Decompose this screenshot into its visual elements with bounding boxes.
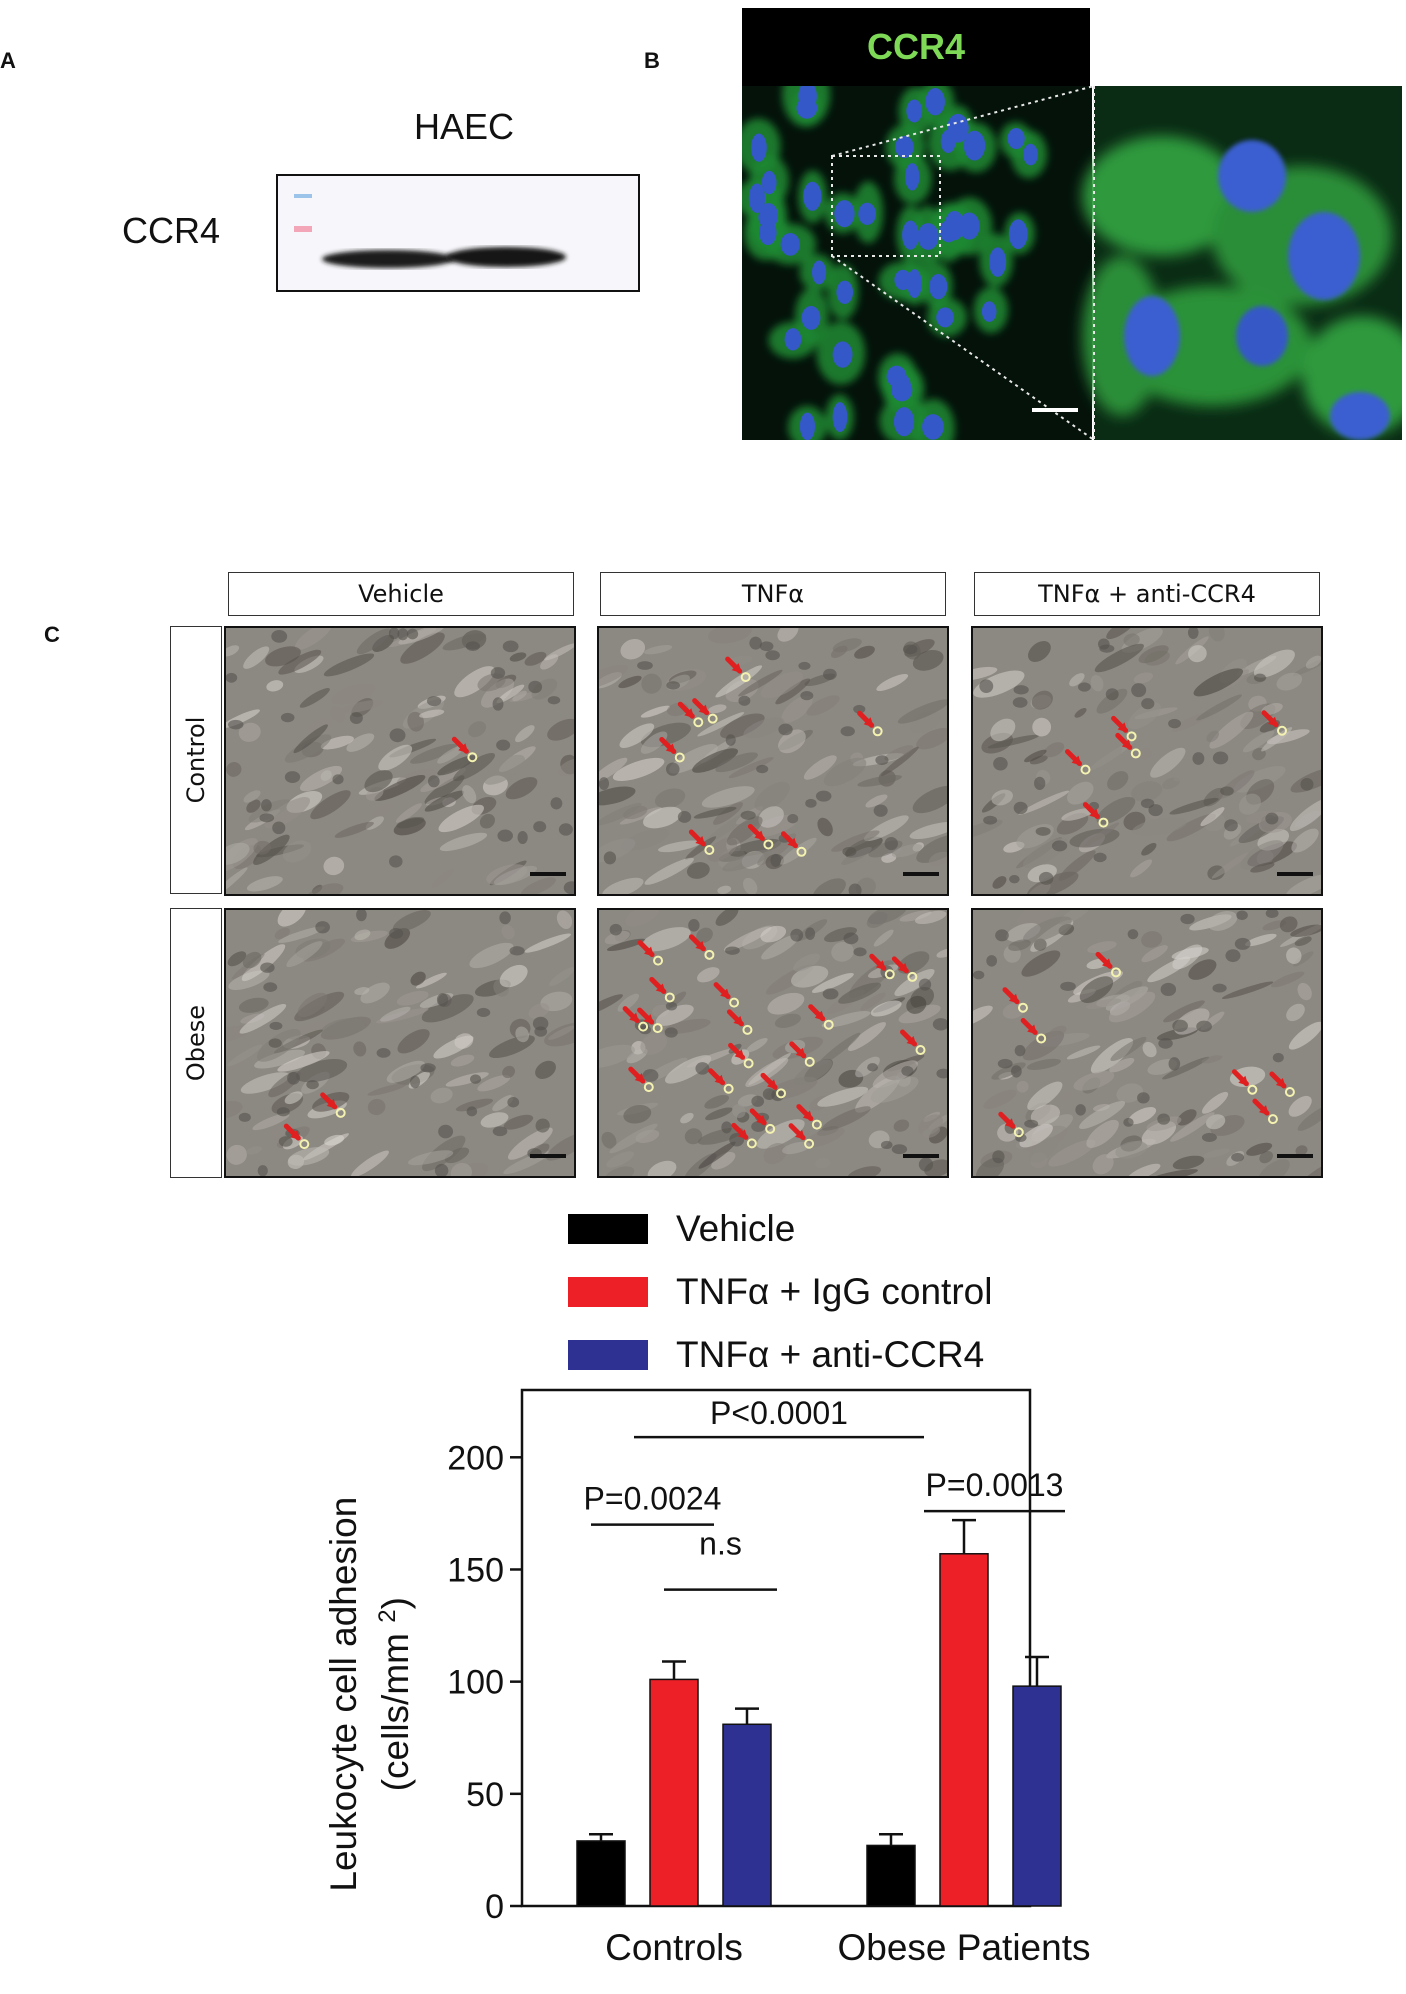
immunofluorescence-image bbox=[735, 63, 1406, 459]
legend-label-anti-ccr4: TNFα + anti-CCR4 bbox=[676, 1334, 985, 1375]
row-label-obese: Obese bbox=[182, 1004, 210, 1082]
significance-label: n.s bbox=[699, 1525, 742, 1561]
legend-item-vehicle: Vehicle bbox=[568, 1204, 992, 1254]
legend-label-vehicle: Vehicle bbox=[676, 1208, 796, 1249]
micrograph-control-vehicle bbox=[224, 626, 576, 896]
y-tick-label: 200 bbox=[447, 1439, 504, 1477]
haec-label: HAEC bbox=[414, 106, 515, 147]
column-header-vehicle: Vehicle bbox=[228, 572, 574, 616]
panel-a-letter: A bbox=[0, 48, 16, 73]
legend-item-igg: TNFα + IgG control bbox=[568, 1267, 992, 1317]
legend-swatch-igg bbox=[568, 1277, 648, 1307]
stain-label: CCR4 bbox=[866, 26, 965, 67]
bar-2-1 bbox=[1012, 1685, 1062, 1907]
legend-item-anti-ccr4: TNFα + anti-CCR4 bbox=[568, 1330, 992, 1380]
y-tick-label: 50 bbox=[466, 1776, 504, 1814]
micrograph-obese-tnfa bbox=[597, 908, 949, 1178]
x-category-label: Controls bbox=[605, 1927, 743, 1968]
x-category-label: Obese Patients bbox=[838, 1927, 1091, 1968]
row-label-control: Control bbox=[182, 716, 210, 804]
bar-chart: 0 50 100 150 200 Controls Obese Patients P<0.00… bbox=[447, 1388, 1091, 1968]
significance-label: P=0.0013 bbox=[926, 1467, 1064, 1503]
legend-label-igg: TNFα + IgG control bbox=[676, 1271, 993, 1312]
significance-label: P<0.0001 bbox=[710, 1395, 848, 1431]
micrograph-control-tnfa bbox=[597, 626, 949, 896]
micrograph-control-tnfa-anti-ccr4 bbox=[971, 626, 1323, 896]
column-header-tnfa: TNFα bbox=[600, 572, 946, 616]
significance-label: P=0.0024 bbox=[584, 1480, 722, 1516]
row-header-control: Control bbox=[170, 626, 222, 894]
y-axis-title: Leukocyte cell adhesion (cells/mm 2) bbox=[300, 1376, 416, 1966]
bar-1-1 bbox=[939, 1553, 989, 1907]
y-tick-label: 150 bbox=[447, 1551, 504, 1589]
legend-swatch-vehicle bbox=[568, 1214, 648, 1244]
y-tick-label: 100 bbox=[447, 1664, 504, 1702]
western-blot-image bbox=[276, 174, 640, 292]
bar-0-1 bbox=[866, 1844, 916, 1907]
y-axis-title-line1: Leukocyte cell adhesion bbox=[322, 1496, 364, 1892]
panel-b-letter: B bbox=[644, 48, 660, 73]
ccr4-band-label: CCR4 bbox=[122, 210, 221, 251]
stain-header: CCR4 bbox=[742, 8, 1090, 86]
column-header-tnfa-anti-ccr4: TNFα + anti-CCR4 bbox=[974, 572, 1320, 616]
bar-1-0 bbox=[649, 1678, 699, 1907]
legend-swatch-anti-ccr4 bbox=[568, 1340, 648, 1370]
plot-frame bbox=[520, 1388, 1032, 1908]
panel-c-letter: C bbox=[44, 622, 60, 647]
micrograph-obese-vehicle bbox=[224, 908, 576, 1178]
micrograph-obese-tnfa-anti-ccr4 bbox=[971, 908, 1323, 1178]
bar-2-0 bbox=[722, 1723, 772, 1907]
row-header-obese: Obese bbox=[170, 908, 222, 1178]
chart-legend: Vehicle TNFα + IgG control TNFα + anti-C… bbox=[568, 1204, 992, 1380]
y-tick-label: 0 bbox=[485, 1888, 504, 1926]
bar-0-0 bbox=[576, 1840, 626, 1907]
